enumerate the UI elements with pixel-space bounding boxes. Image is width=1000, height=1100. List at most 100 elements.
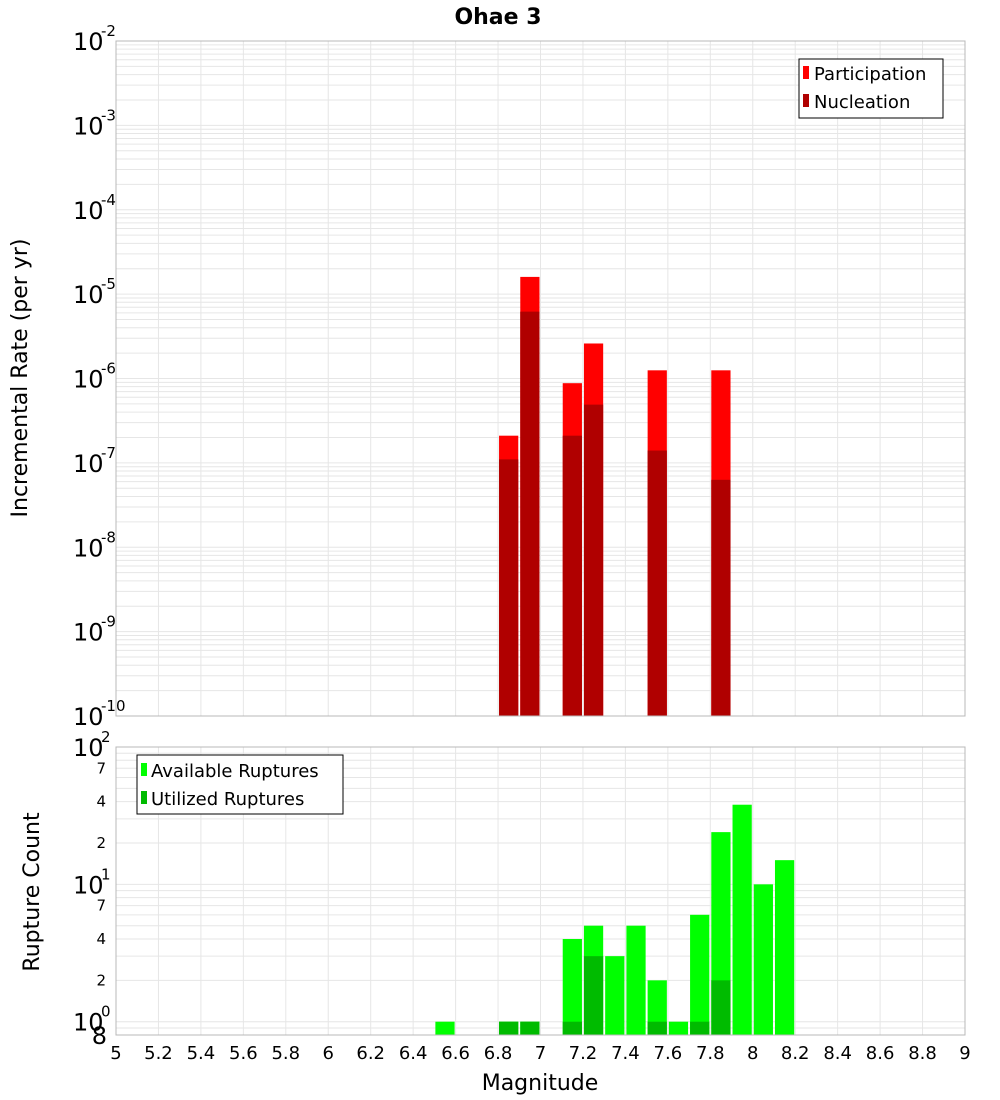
rate-y-tick-label: 10-10 (73, 697, 126, 731)
rate-y-tick-exponent: -4 (101, 191, 116, 209)
utilized-bar (690, 1021, 710, 1035)
rate-y-tick-base: 10 (73, 450, 104, 478)
available-bar (626, 925, 646, 1035)
x-tick-label: 6.4 (399, 1043, 428, 1064)
rate-y-tick-base: 10 (73, 619, 104, 647)
count-x-ticks: 5 5.2 5.4 5.6 5.8 6 6.2 6.4 6.6 6.8 7 7.2 7.4 7.6 7.8 8… (110, 1043, 970, 1064)
count-y-tick-exponent: 2 (101, 728, 111, 746)
x-tick-label: 5.6 (229, 1043, 258, 1064)
rate-y-tick-exponent: -5 (101, 275, 116, 293)
x-tick-label: 5.8 (271, 1043, 300, 1064)
count-y-minor-tick-label: 4 (96, 793, 106, 811)
nucleation-bar (499, 459, 519, 716)
count-legend-box (136, 754, 344, 815)
utilized-bar (520, 1021, 540, 1035)
rate-y-axis-title: Incremental Rate (per yr) (8, 239, 33, 518)
x-tick-label: 7.6 (654, 1043, 683, 1064)
count-y-minor-tick-label: 7 (96, 897, 106, 915)
nucleation-bar (520, 311, 540, 716)
count-y-tick-exponent: 0 (101, 1003, 111, 1021)
utilized-legend-label: Utilized Ruptures (151, 789, 304, 810)
count-y-minor-tick-label: 2 (96, 971, 106, 989)
utilized-legend-swatch (141, 791, 147, 804)
x-tick-label: 8.2 (781, 1043, 810, 1064)
rate-y-tick-exponent: -10 (101, 697, 126, 715)
rate-y-tick-base: 10 (73, 197, 104, 225)
count-y-tick-label: 100 (73, 1003, 111, 1037)
x-tick-label: 6.2 (356, 1043, 385, 1064)
rate-bars (499, 276, 731, 716)
x-tick-label: 6 (323, 1043, 334, 1064)
utilized-bar (583, 956, 604, 1035)
count-y-tick-label: 101 (73, 865, 111, 899)
rate-y-tick-exponent: -7 (101, 444, 116, 462)
available-bar (435, 1021, 455, 1035)
count-y-minor-tick-label: 8 (92, 1022, 107, 1050)
x-tick-label: 8.4 (823, 1043, 852, 1064)
count-y-minor-tick-label: 2 (96, 834, 106, 852)
rate-legend-box (798, 58, 944, 119)
nucleation-legend-swatch (803, 94, 809, 107)
rate-legend: Participation Nucleation (798, 58, 944, 119)
x-tick-label: 6.8 (484, 1043, 513, 1064)
x-tick-label: 7.2 (569, 1043, 598, 1064)
participation-legend-swatch (803, 66, 809, 79)
rate-y-tick-exponent: -9 (101, 613, 116, 631)
utilized-bar (711, 980, 731, 1035)
count-legend: Available Ruptures Utilized Ruptures (136, 754, 344, 815)
nucleation-bar (583, 404, 604, 716)
utilized-bar (562, 1021, 582, 1035)
count-y-tick-exponent: 1 (101, 865, 111, 883)
nucleation-bar (647, 450, 667, 716)
rate-y-tick-base: 10 (73, 703, 104, 731)
nucleation-bar (562, 435, 582, 716)
count-bars (435, 804, 795, 1035)
utilized-bar (647, 1021, 667, 1035)
available-bar (690, 914, 710, 1035)
rate-y-tick-label: 10-3 (73, 106, 116, 140)
rate-y-tick-label: 10-7 (73, 444, 116, 478)
rate-y-tick-label: 10-5 (73, 275, 116, 309)
rate-y-tick-base: 10 (73, 28, 104, 56)
x-tick-label: 7 (535, 1043, 546, 1064)
nucleation-legend-label: Nucleation (814, 92, 910, 113)
available-bar (668, 1021, 689, 1035)
count-y-tick-base: 10 (73, 734, 104, 762)
rate-y-tick-label: 10-2 (73, 22, 116, 56)
x-tick-label: 5 (110, 1043, 121, 1064)
count-y-axis-title: Rupture Count (20, 812, 45, 972)
count-plot-frame (115, 746, 966, 1036)
count-y-tick-base: 10 (73, 1009, 104, 1037)
rate-y-tick-exponent: -2 (101, 22, 116, 40)
x-tick-label: 5.2 (144, 1043, 173, 1064)
rate-y-tick-base: 10 (73, 534, 104, 562)
available-bar (753, 884, 773, 1035)
participation-legend-label: Participation (814, 64, 926, 85)
x-tick-label: 9 (959, 1043, 970, 1064)
rate-y-tick-label: 10-6 (73, 360, 116, 394)
available-bar (605, 956, 625, 1035)
x-tick-label: 8 (747, 1043, 758, 1064)
rate-y-tick-label: 10-4 (73, 191, 116, 225)
count-y-minor-tick-label: 4 (96, 930, 106, 948)
x-tick-label: 7.8 (696, 1043, 725, 1064)
rate-y-tick-exponent: -3 (101, 106, 116, 124)
available-bar (774, 860, 795, 1035)
rate-y-tick-exponent: -8 (101, 528, 116, 546)
x-axis-title: Magnitude (482, 1071, 599, 1096)
utilized-bar (499, 1021, 519, 1035)
nucleation-bar (711, 479, 731, 716)
rate-y-tick-base: 10 (73, 281, 104, 309)
rate-y-tick-label: 10-8 (73, 528, 116, 562)
rate-y-tick-base: 10 (73, 112, 104, 140)
available-bar (562, 939, 582, 1035)
chart-title: Ohae 3 (454, 5, 541, 30)
x-tick-label: 8.6 (866, 1043, 895, 1064)
available-bar (732, 804, 752, 1035)
rate-y-tick-exponent: -6 (101, 360, 116, 378)
x-tick-label: 5.4 (187, 1043, 216, 1064)
count-y-tick-label: 102 (73, 728, 111, 762)
